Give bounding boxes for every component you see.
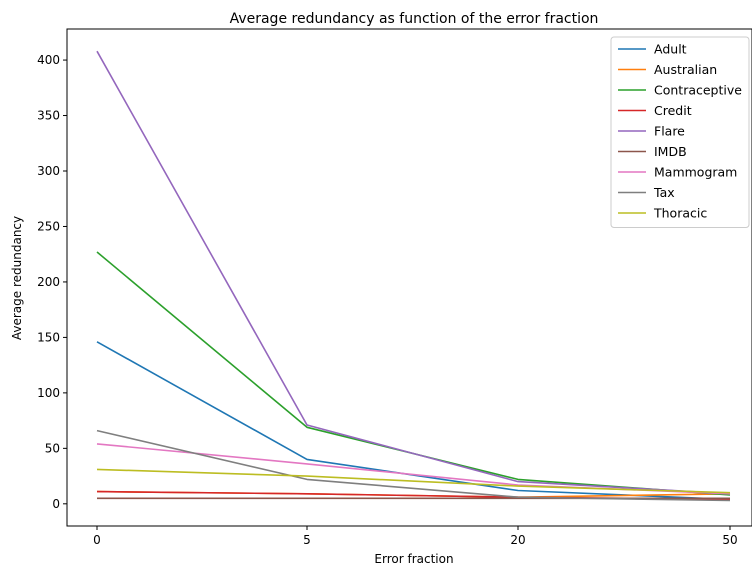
x-axis: 0 5 20 50 bbox=[93, 526, 738, 547]
y-tick-label: 350 bbox=[37, 109, 60, 123]
series-line-flare bbox=[96, 50, 731, 495]
series-lines bbox=[96, 50, 731, 502]
x-tick-label: 50 bbox=[722, 533, 737, 547]
series-line-tax bbox=[96, 429, 731, 502]
y-tick-label: 250 bbox=[37, 219, 60, 233]
y-tick-label: 400 bbox=[37, 53, 60, 67]
legend-label: IMDB bbox=[654, 144, 687, 159]
y-tick-label: 0 bbox=[52, 497, 60, 511]
legend-label: Credit bbox=[654, 103, 692, 118]
legend-label: Adult bbox=[654, 42, 687, 57]
series-line-adult bbox=[96, 341, 731, 501]
x-tick-label: 20 bbox=[510, 533, 525, 547]
series-line-contraceptive bbox=[96, 251, 731, 496]
y-axis: 0 50 100 150 200 250 300 350 400 bbox=[37, 53, 67, 511]
legend-label: Contraceptive bbox=[654, 83, 742, 98]
x-tick-label: 0 bbox=[93, 533, 101, 547]
y-axis-label: Average redundancy bbox=[10, 216, 24, 340]
y-tick-label: 150 bbox=[37, 330, 60, 344]
series-line-mammogram bbox=[96, 443, 731, 495]
legend-label: Australian bbox=[654, 62, 717, 77]
y-tick-label: 50 bbox=[45, 441, 60, 455]
legend-label: Mammogram bbox=[654, 165, 737, 180]
legend-box bbox=[610, 36, 750, 228]
plot-frame bbox=[66, 28, 752, 527]
x-tick-label: 5 bbox=[303, 533, 311, 547]
y-tick-label: 200 bbox=[37, 275, 60, 289]
legend-label: Flare bbox=[654, 124, 685, 139]
legend-label: Thoracic bbox=[653, 206, 707, 221]
x-axis-label: Error fraction bbox=[374, 552, 453, 564]
legend: Adult Australian Contraceptive Credit Flare I… bbox=[610, 36, 750, 228]
series-line-thoracic bbox=[96, 468, 731, 494]
y-tick-label: 100 bbox=[37, 386, 60, 400]
chart-title: Average redundancy as function of the er… bbox=[230, 11, 599, 27]
legend-label: Tax bbox=[653, 185, 675, 200]
y-tick-label: 300 bbox=[37, 164, 60, 178]
